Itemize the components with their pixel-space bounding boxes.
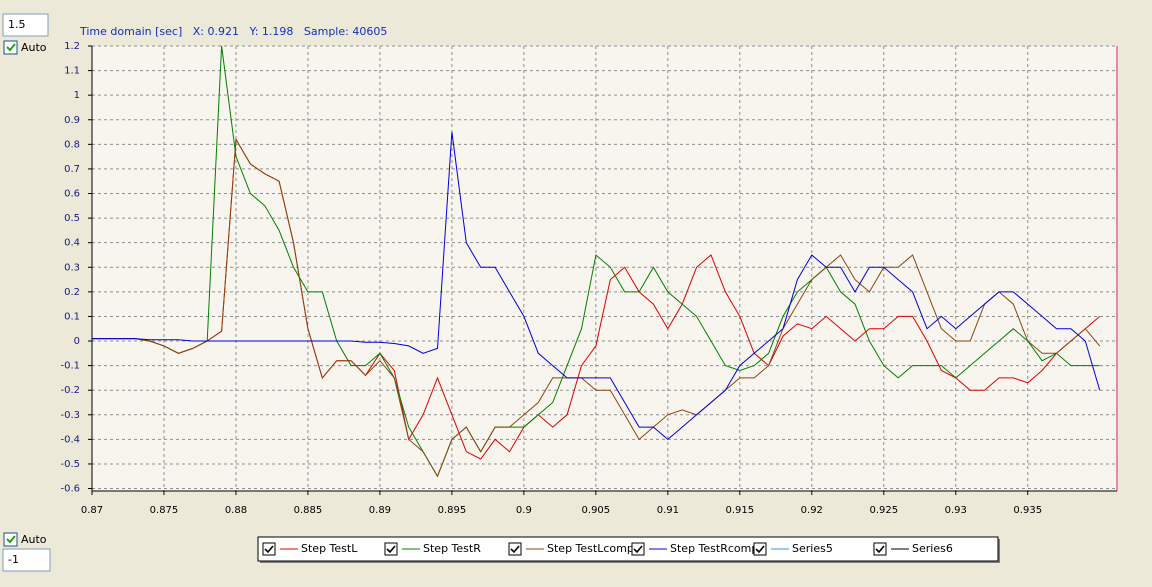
y-tick-label: -0.6: [60, 484, 80, 495]
y-tick-label: 0: [74, 336, 80, 347]
y-tick-label: -0.5: [60, 459, 80, 470]
legend-entries: Step TestL Step TestR Step TestLcomp Step T…: [262, 542, 953, 556]
y-tick-label: 0.4: [64, 238, 80, 249]
legend-checkbox[interactable]: [384, 542, 398, 556]
max-input[interactable]: [2, 13, 49, 37]
legend-label: Step TestR: [423, 542, 481, 555]
y-tick-label: 0.1: [64, 311, 80, 322]
legend-check: [633, 545, 643, 554]
series-line: [92, 45, 1100, 478]
auto-checkbox[interactable]: [3, 40, 18, 55]
legend-check: [264, 545, 274, 554]
y-tick-label: 1.2: [64, 41, 80, 52]
x-tick-label: 0.9: [516, 505, 532, 516]
x-tick-label: 0.88: [225, 505, 247, 516]
x-tick-label: 0.92: [801, 505, 823, 516]
x-tick-label: 0.93: [945, 505, 967, 516]
auto-label: Auto: [21, 533, 47, 546]
y-tick-label: -0.3: [60, 410, 80, 421]
auto-checkbox[interactable]: [3, 532, 18, 547]
series-line: [92, 137, 1101, 478]
y-tick-label: 1.1: [64, 66, 80, 77]
y-tick-label: 0.3: [64, 262, 80, 273]
legend-checkbox[interactable]: [262, 542, 276, 556]
series-lines: [92, 45, 1101, 478]
status-text: Time domain [sec] X: 0.921 Y: 1.198 Samp…: [79, 25, 387, 38]
legend-label: Step TestLcomp: [547, 542, 634, 555]
min-input[interactable]: [2, 548, 51, 572]
legend-label: Step TestL: [301, 542, 358, 555]
plot-area: [92, 46, 1117, 491]
x-tick-label: 0.875: [150, 505, 179, 516]
min-input-text[interactable]: -1: [8, 553, 19, 566]
legend-checkbox[interactable]: [873, 542, 887, 556]
x-tick-label: 0.91: [657, 505, 679, 516]
x-tick-label: 0.915: [726, 505, 755, 516]
legend-checkbox[interactable]: [753, 542, 767, 556]
y-tick-label: 1: [74, 90, 80, 101]
y-tick-label: 0.7: [64, 164, 80, 175]
auto-label: Auto: [21, 41, 47, 54]
x-tick-label: 0.925: [869, 505, 898, 516]
legend-check: [755, 545, 765, 554]
check: [6, 43, 16, 52]
legend-label: Step TestRcomp: [670, 542, 758, 555]
y-tick-label: 0.9: [64, 115, 80, 126]
legend-label: Series6: [912, 542, 953, 555]
check: [6, 535, 16, 544]
series-line: [92, 131, 1101, 441]
grid: [91, 45, 1117, 491]
legend-check: [875, 545, 885, 554]
legend-label: Series5: [792, 542, 833, 555]
x-tick-label: 0.935: [1013, 505, 1042, 516]
x-tick-label: 0.87: [81, 505, 103, 516]
y-tick-label: 0.5: [64, 213, 80, 224]
max-input-text[interactable]: 1.5: [8, 18, 26, 31]
y-tick-label: 0.6: [64, 189, 80, 200]
legend-check: [386, 545, 396, 554]
legend-check: [510, 545, 520, 554]
y-tick-label: 0.2: [64, 287, 80, 298]
x-tick-label: 0.905: [582, 505, 611, 516]
y-tick-label: -0.2: [60, 385, 80, 396]
x-tick-label: 0.89: [369, 505, 391, 516]
x-tick-label: 0.895: [438, 505, 467, 516]
y-tick-label: -0.1: [60, 361, 80, 372]
y-tick-label: 0.8: [64, 139, 80, 150]
y-tick-label: -0.4: [60, 434, 80, 445]
x-tick-label: 0.885: [294, 505, 323, 516]
legend-checkbox[interactable]: [508, 542, 522, 556]
legend-checkbox[interactable]: [631, 542, 645, 556]
